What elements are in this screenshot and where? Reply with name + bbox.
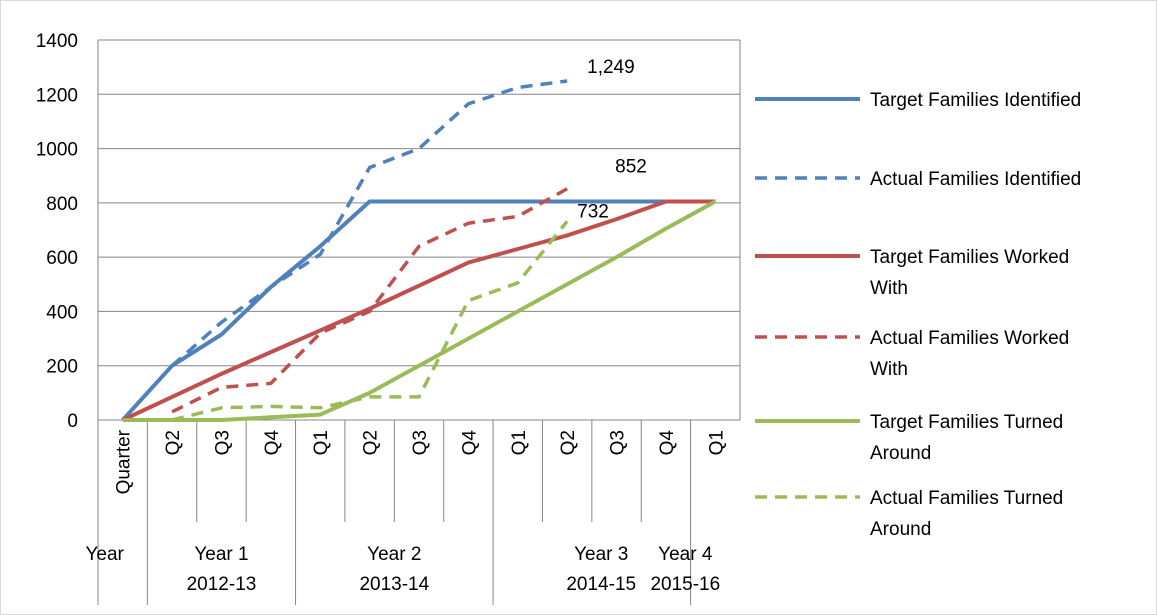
x-quarter-label: Q4 [657,430,678,456]
x-quarter-label: Q3 [212,430,233,455]
x-quarter-label: Q4 [262,430,283,456]
legend-label: With [870,278,908,299]
legend-label: Target Families Identified [870,90,1081,111]
y-tick-label: 600 [46,248,78,269]
legend-label: Actual Families Worked [870,328,1069,349]
x-year-range-label: 2015-16 [650,574,720,595]
x-axis-category-table: Quarter Q2 Q3 Q4 Q1 Q2 Q3 Q4 Q1 Q2 Q3 Q4 Q1 Year Year … [85,420,727,605]
legend-label: With [870,359,908,380]
legend-label: Target Families Worked [870,247,1069,268]
y-axis-tick-labels: 0 200 400 600 800 1000 1200 1400 [36,31,78,432]
y-tick-label: 200 [46,357,78,378]
y-tick-label: 1000 [36,140,78,161]
x-year-range-label: 2014-15 [566,574,636,595]
legend-label: Actual Families Turned [870,488,1063,509]
legend-label: Around [870,519,931,540]
y-tick-label: 800 [46,194,78,215]
data-label: 1,249 [587,57,635,78]
x-year-label: Year 4 [658,544,713,565]
x-year-label: Year [85,544,124,565]
x-quarter-label: Q3 [410,430,431,455]
series-line-1 [121,199,716,422]
x-quarter-label: Q1 [706,430,727,455]
x-quarter-label: Q1 [311,430,332,455]
x-quarter-label: Quarter [114,429,135,494]
data-annotations: 1,249 852 732 [577,57,647,222]
data-label: 732 [577,201,609,222]
legend-label: Target Families Turned [870,412,1063,433]
y-tick-label: 1400 [36,31,78,52]
series-lines [121,79,717,422]
data-label: 852 [615,157,647,178]
x-quarter-label: Q3 [608,430,629,455]
legend-label: Around [870,443,931,464]
legend-label: Actual Families Identified [870,169,1081,190]
x-year-range-label: 2013-14 [359,574,429,595]
series-line-6 [171,220,569,422]
x-year-range-label: 2012-13 [187,574,257,595]
legend: Target Families Identified Actual Familie… [755,90,1081,540]
x-year-label: Year 1 [194,544,248,565]
x-quarter-label: Q1 [509,430,530,455]
series-line-4 [171,187,569,414]
y-tick-label: 400 [46,302,78,323]
series-line-3 [121,199,716,422]
series-line-5 [122,199,717,422]
x-quarter-label: Q4 [459,430,480,456]
y-tick-label: 0 [67,411,78,432]
series-line-2 [170,79,568,368]
y-tick-label: 1200 [36,85,78,106]
x-year-label: Year 3 [574,544,628,565]
x-quarter-label: Q2 [361,430,382,455]
x-year-label: Year 2 [367,544,421,565]
x-quarter-label: Q2 [163,430,184,455]
x-quarter-label: Q2 [558,430,579,455]
